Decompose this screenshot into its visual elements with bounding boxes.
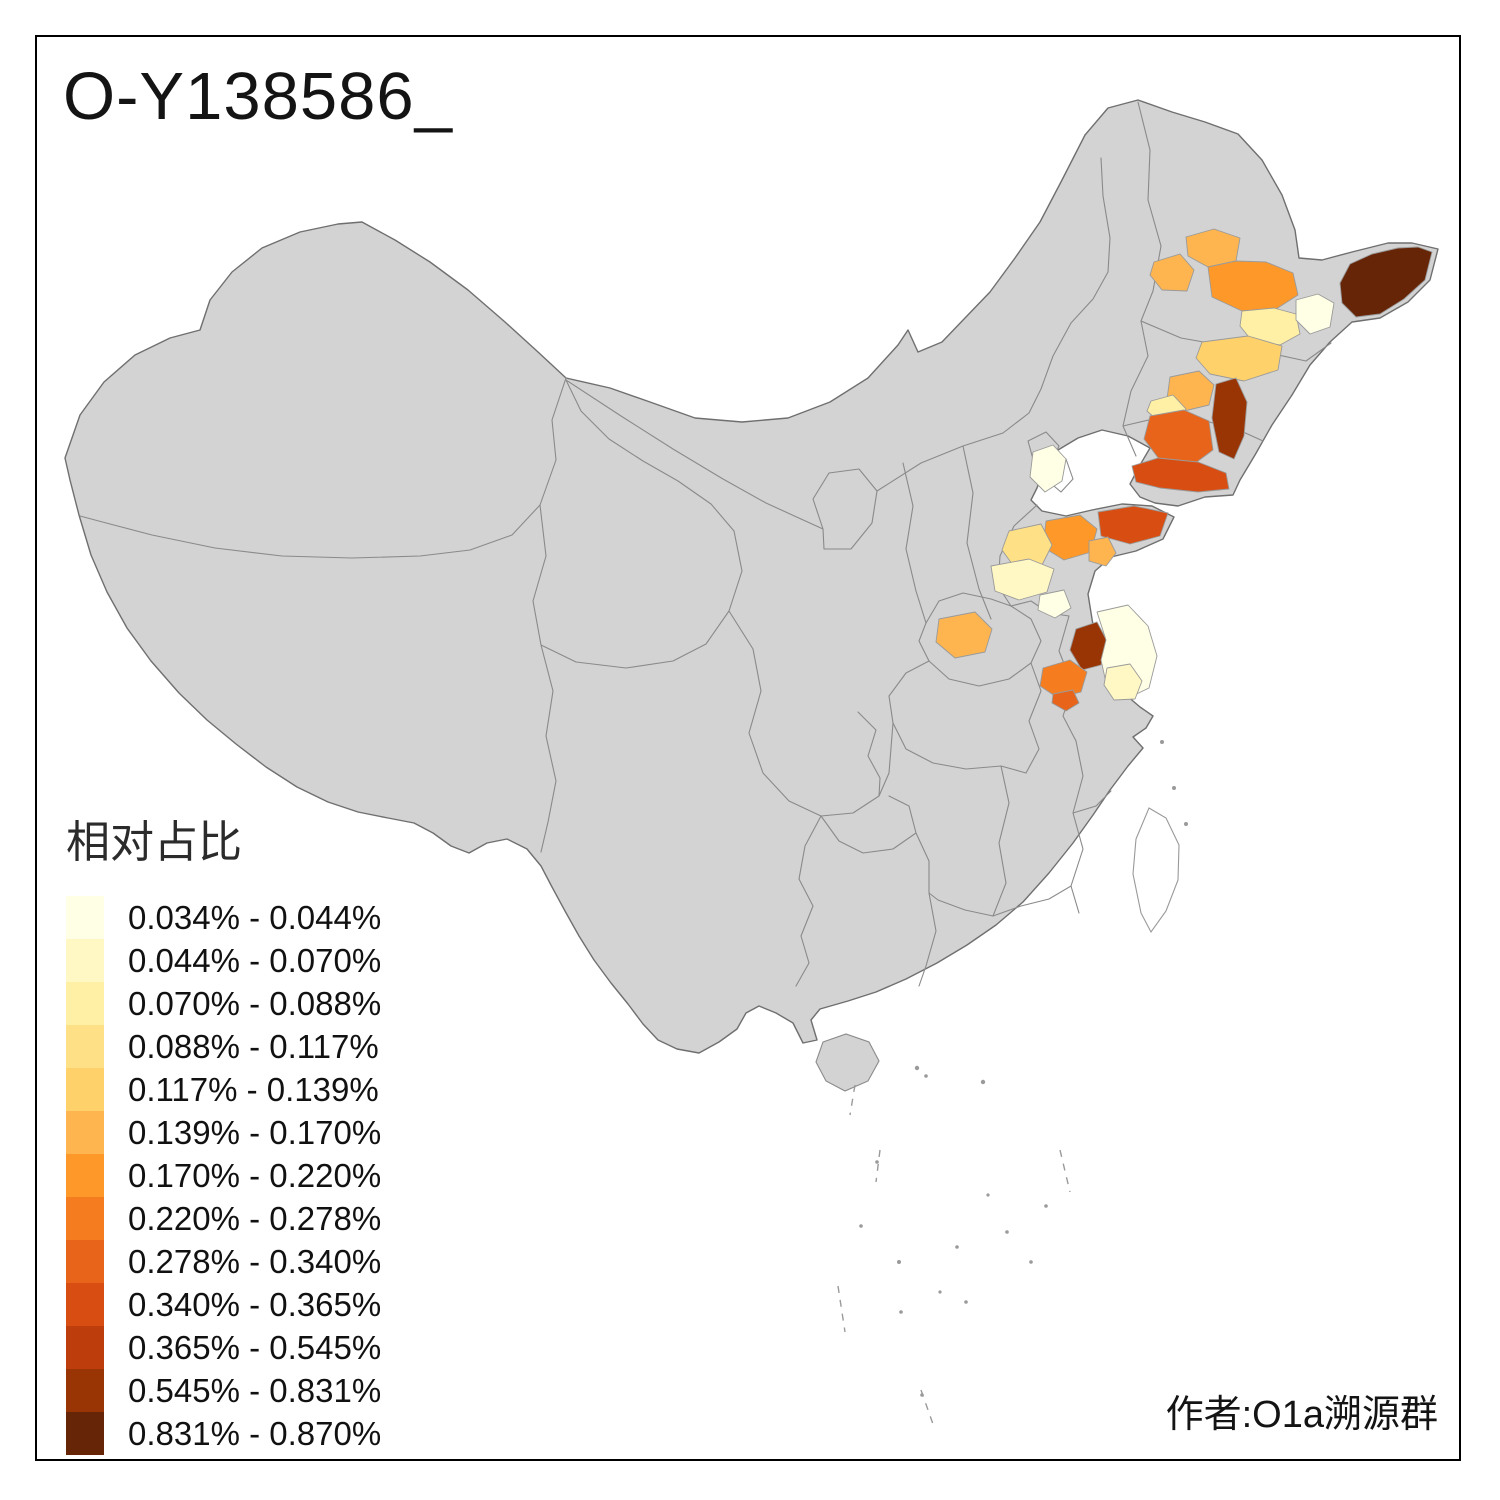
- legend-row: 0.070% - 0.088%: [66, 982, 381, 1025]
- map-region: [1239, 307, 1301, 346]
- legend-row: 0.831% - 0.870%: [66, 1412, 381, 1455]
- legend-row: 0.088% - 0.117%: [66, 1025, 381, 1068]
- legend-row: 0.220% - 0.278%: [66, 1197, 381, 1240]
- taiwan-island: [1132, 807, 1180, 934]
- map-region: [1149, 253, 1195, 292]
- legend-label: 0.220% - 0.278%: [128, 1199, 382, 1237]
- map-region: [1295, 293, 1335, 335]
- south-china-sea-islands: [837, 740, 1188, 1428]
- figure-border: [35, 35, 1461, 1461]
- legend-swatch: [66, 982, 104, 1025]
- legend-row: 0.340% - 0.365%: [66, 1283, 381, 1326]
- legend-row: 0.545% - 0.831%: [66, 1369, 381, 1412]
- legend-label: 0.117% - 0.139%: [128, 1070, 379, 1108]
- legend-label: 0.365% - 0.545%: [128, 1328, 382, 1366]
- legend-swatch: [66, 1369, 104, 1412]
- map-region: [1211, 377, 1248, 460]
- map-region: [1131, 457, 1230, 493]
- map-region: [1051, 689, 1080, 712]
- legend-swatch: [66, 1240, 104, 1283]
- dashed-boundary: [837, 1084, 1071, 1428]
- map-region: [1207, 260, 1299, 312]
- legend-label: 0.170% - 0.220%: [128, 1156, 382, 1194]
- legend-label: 0.044% - 0.070%: [128, 941, 382, 979]
- legend-label: 0.070% - 0.088%: [128, 984, 382, 1022]
- hainan-island: [815, 1033, 880, 1092]
- figure-title: O-Y138586_: [63, 59, 453, 134]
- legend-swatch: [66, 1197, 104, 1240]
- map-region: [1029, 444, 1067, 493]
- credit: 作者:O1a溯源群: [1165, 1394, 1438, 1436]
- legend-row: 0.365% - 0.545%: [66, 1326, 381, 1369]
- legend-row: 0.034% - 0.044%: [66, 896, 381, 939]
- colored-regions: [935, 228, 1433, 712]
- legend-swatch: [66, 939, 104, 982]
- legend-entries: 0.034% - 0.044% 0.044% - 0.070% 0.070% - 0…: [66, 896, 381, 1455]
- map-region: [1103, 663, 1143, 701]
- legend-swatch: [66, 1283, 104, 1326]
- legend-label: 0.831% - 0.870%: [128, 1414, 382, 1452]
- map-region: [1143, 409, 1214, 465]
- legend-title: 相对占比: [66, 818, 242, 867]
- legend-label: 0.139% - 0.170%: [128, 1113, 382, 1151]
- legend-swatch: [66, 1326, 104, 1369]
- legend-swatch: [66, 896, 104, 939]
- islet-dots: [859, 740, 1188, 1397]
- legend-row: 0.044% - 0.070%: [66, 939, 381, 982]
- legend-row: 0.139% - 0.170%: [66, 1111, 381, 1154]
- map-region: [1195, 335, 1283, 382]
- legend-row: 0.278% - 0.340%: [66, 1240, 381, 1283]
- legend-label: 0.340% - 0.365%: [128, 1285, 382, 1323]
- map-region: [1037, 589, 1072, 619]
- legend: 相对占比 0.034% - 0.044% 0.044% - 0.070% 0.070…: [66, 806, 381, 1455]
- legend-swatch: [66, 1025, 104, 1068]
- legend-label: 0.545% - 0.831%: [128, 1371, 382, 1409]
- legend-label: 0.278% - 0.340%: [128, 1242, 382, 1280]
- legend-swatch: [66, 1068, 104, 1111]
- map-region: [1088, 536, 1117, 567]
- legend-swatch: [66, 1154, 104, 1197]
- map-region: [1069, 621, 1108, 671]
- legend-row: 0.117% - 0.139%: [66, 1068, 381, 1111]
- map-region: [1039, 659, 1088, 699]
- legend-label: 0.088% - 0.117%: [128, 1027, 379, 1065]
- legend-swatch: [66, 1111, 104, 1154]
- map-region: [1339, 246, 1433, 318]
- map-region: [990, 558, 1055, 601]
- legend-row: 0.170% - 0.220%: [66, 1154, 381, 1197]
- map-region: [935, 611, 993, 659]
- map-region: [1097, 505, 1169, 545]
- legend-swatch: [66, 1412, 104, 1455]
- legend-label: 0.034% - 0.044%: [128, 898, 382, 936]
